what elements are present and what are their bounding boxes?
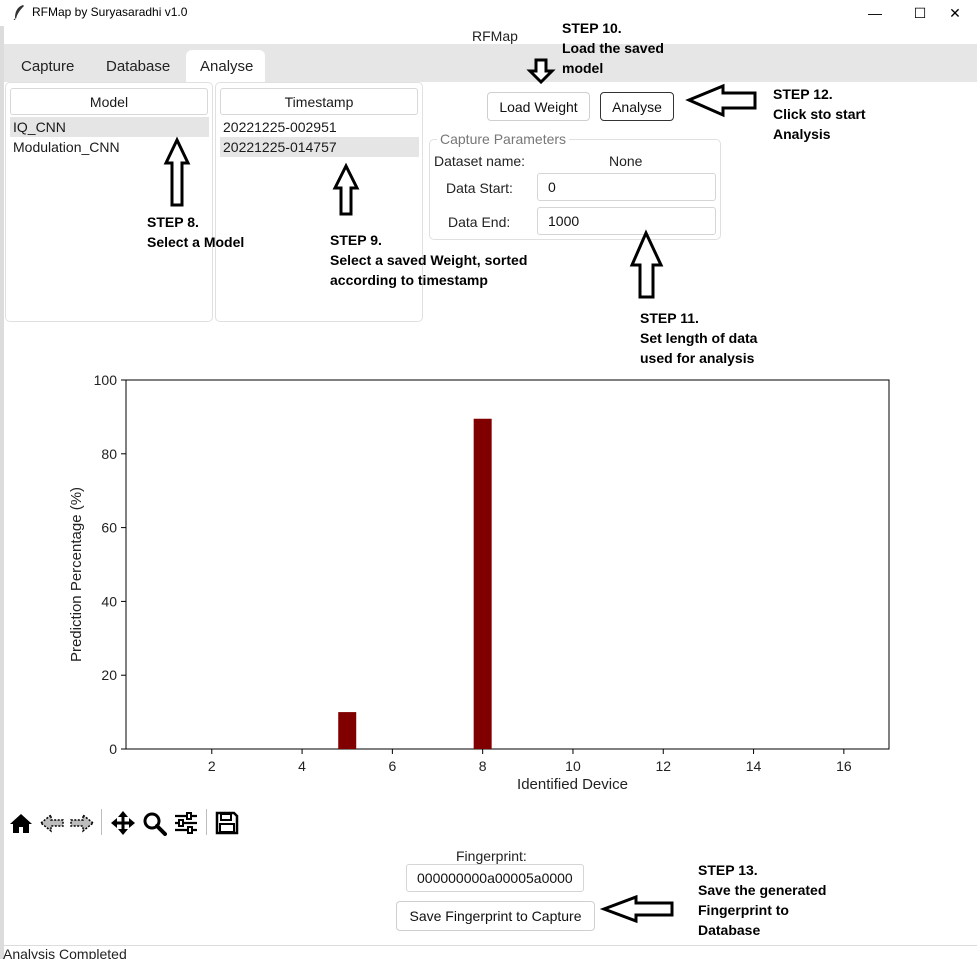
x-tick-label: 16 <box>836 758 852 774</box>
x-tick-label: 6 <box>388 758 396 774</box>
step12-arrow-left-icon <box>685 83 757 118</box>
prediction-chart: 2 4 6 8 10 12 14 16 0 20 40 60 80 100 Identified Devic… <box>68 372 890 793</box>
y-tick-label: 20 <box>101 667 117 683</box>
tab-capture[interactable]: Capture <box>21 57 75 75</box>
app-label: RFMap <box>472 28 518 44</box>
step12-annotation: STEP 12. Click sto start Analysis <box>773 86 866 142</box>
window-title: RFMap by Suryasaradhi v1.0 <box>32 5 188 19</box>
data-end-input[interactable]: 1000 <box>537 207 716 235</box>
back-icon[interactable] <box>37 807 67 838</box>
minimize-button[interactable]: — <box>868 5 882 21</box>
load-weight-button[interactable]: Load Weight <box>487 92 590 121</box>
plot-area <box>125 379 890 750</box>
feather-icon <box>13 5 24 20</box>
fingerprint-field[interactable]: 000000000a00005a0000 <box>406 864 584 892</box>
timestamp-panel <box>215 82 423 322</box>
status-text: Analysis Completed <box>3 946 127 959</box>
x-tick-label: 12 <box>655 758 671 774</box>
window-left-edge <box>0 26 4 959</box>
y-tick-label: 80 <box>101 446 117 462</box>
chart-bar <box>473 418 492 749</box>
data-end-label: Data End: <box>448 214 511 230</box>
step10-annotation: STEP 10. Load the saved model <box>562 20 664 76</box>
y-tick-label: 40 <box>101 593 117 609</box>
x-axis-label: Identified Device <box>517 776 628 793</box>
dataset-name-label: Dataset name: <box>434 153 526 169</box>
configure-icon[interactable] <box>171 807 201 838</box>
zoom-icon[interactable] <box>139 807 169 838</box>
step9-annotation: STEP 9. Select a saved Weight, sorted ac… <box>330 232 528 288</box>
close-button[interactable]: ✕ <box>949 4 961 21</box>
step13-annotation: STEP 13. Save the generated Fingerprint … <box>698 862 827 938</box>
y-tick-label: 100 <box>94 372 118 388</box>
fingerprint-label: Fingerprint: <box>456 848 527 864</box>
capture-parameters-title: Capture Parameters <box>437 131 570 147</box>
save-fingerprint-button[interactable]: Save Fingerprint to Capture <box>396 901 595 931</box>
chart-bar <box>338 712 357 749</box>
pan-icon[interactable] <box>108 807 138 838</box>
dataset-name-value: None <box>609 153 643 169</box>
x-tick-label: 4 <box>298 758 306 774</box>
timestamp-list-item[interactable]: 20221225-002951 <box>223 119 337 135</box>
x-tick-label: 10 <box>565 758 581 774</box>
timestamp-column-header[interactable]: Timestamp <box>220 88 418 115</box>
title-bar <box>0 0 977 26</box>
step8-annotation: STEP 8. Select a Model <box>147 214 245 250</box>
model-list-item[interactable]: Modulation_CNN <box>13 139 120 155</box>
model-column-header[interactable]: Model <box>10 88 208 115</box>
x-tick-label: 8 <box>479 758 487 774</box>
status-separator <box>0 945 977 946</box>
toolbar-separator <box>101 809 102 835</box>
y-axis-label: Prediction Percentage (%) <box>68 487 85 662</box>
maximize-button[interactable]: ☐ <box>913 4 927 21</box>
y-tick-label: 60 <box>101 520 117 536</box>
model-list-item[interactable]: IQ_CNN <box>10 117 209 137</box>
data-start-input[interactable]: 0 <box>537 173 716 201</box>
tab-analyse[interactable]: Analyse <box>186 50 265 82</box>
step11-arrow-up-icon <box>629 229 664 299</box>
capture-parameters-group <box>429 139 721 240</box>
toolbar-separator <box>206 809 207 835</box>
tab-database[interactable]: Database <box>106 57 171 75</box>
x-tick-label: 2 <box>208 758 216 774</box>
tab-strip <box>4 44 977 82</box>
save-icon[interactable] <box>212 807 242 838</box>
x-tick-label: 14 <box>746 758 762 774</box>
forward-icon[interactable] <box>67 807 97 838</box>
y-tick-label: 0 <box>109 741 117 757</box>
timestamp-list-item[interactable]: 20221225-014757 <box>220 137 419 157</box>
data-start-label: Data Start: <box>446 180 513 196</box>
home-icon[interactable] <box>6 807 36 838</box>
step11-annotation: STEP 11. Set length of data used for ana… <box>640 310 758 366</box>
step13-arrow-left-icon <box>599 894 674 924</box>
analyse-button[interactable]: Analyse <box>600 92 674 121</box>
